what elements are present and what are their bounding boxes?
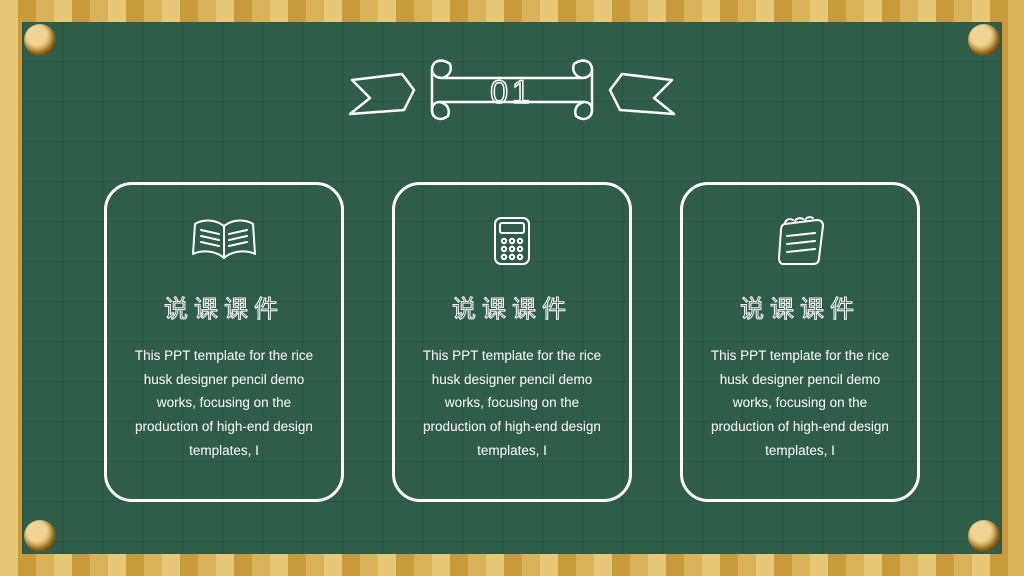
notebook-icon [765,211,835,271]
card-title: 说课课件 [164,289,284,324]
card-row: 说课课件 This PPT template for the rice husk… [22,182,1002,502]
card-title: 说课课件 [740,289,860,324]
card-title: 说课课件 [452,289,572,324]
corner-knob [24,520,56,552]
card-3: 说课课件 This PPT template for the rice husk… [680,182,920,502]
corner-knob [24,24,56,56]
calculator-icon [477,211,547,271]
corner-knob [968,520,1000,552]
card-body: This PPT template for the rice husk desi… [415,344,609,462]
ribbon-banner: 01 [342,52,682,132]
chalkboard-frame: 01 说课课件 This PPT template for the rice h… [0,0,1024,576]
card-body: This PPT template for the rice husk desi… [127,344,321,462]
banner-number: 01 [490,74,534,111]
card-2: 说课课件 This PPT template for the rice husk… [392,182,632,502]
open-book-icon [189,211,259,271]
card-body: This PPT template for the rice husk desi… [703,344,897,462]
card-1: 说课课件 This PPT template for the rice husk… [104,182,344,502]
corner-knob [968,24,1000,56]
